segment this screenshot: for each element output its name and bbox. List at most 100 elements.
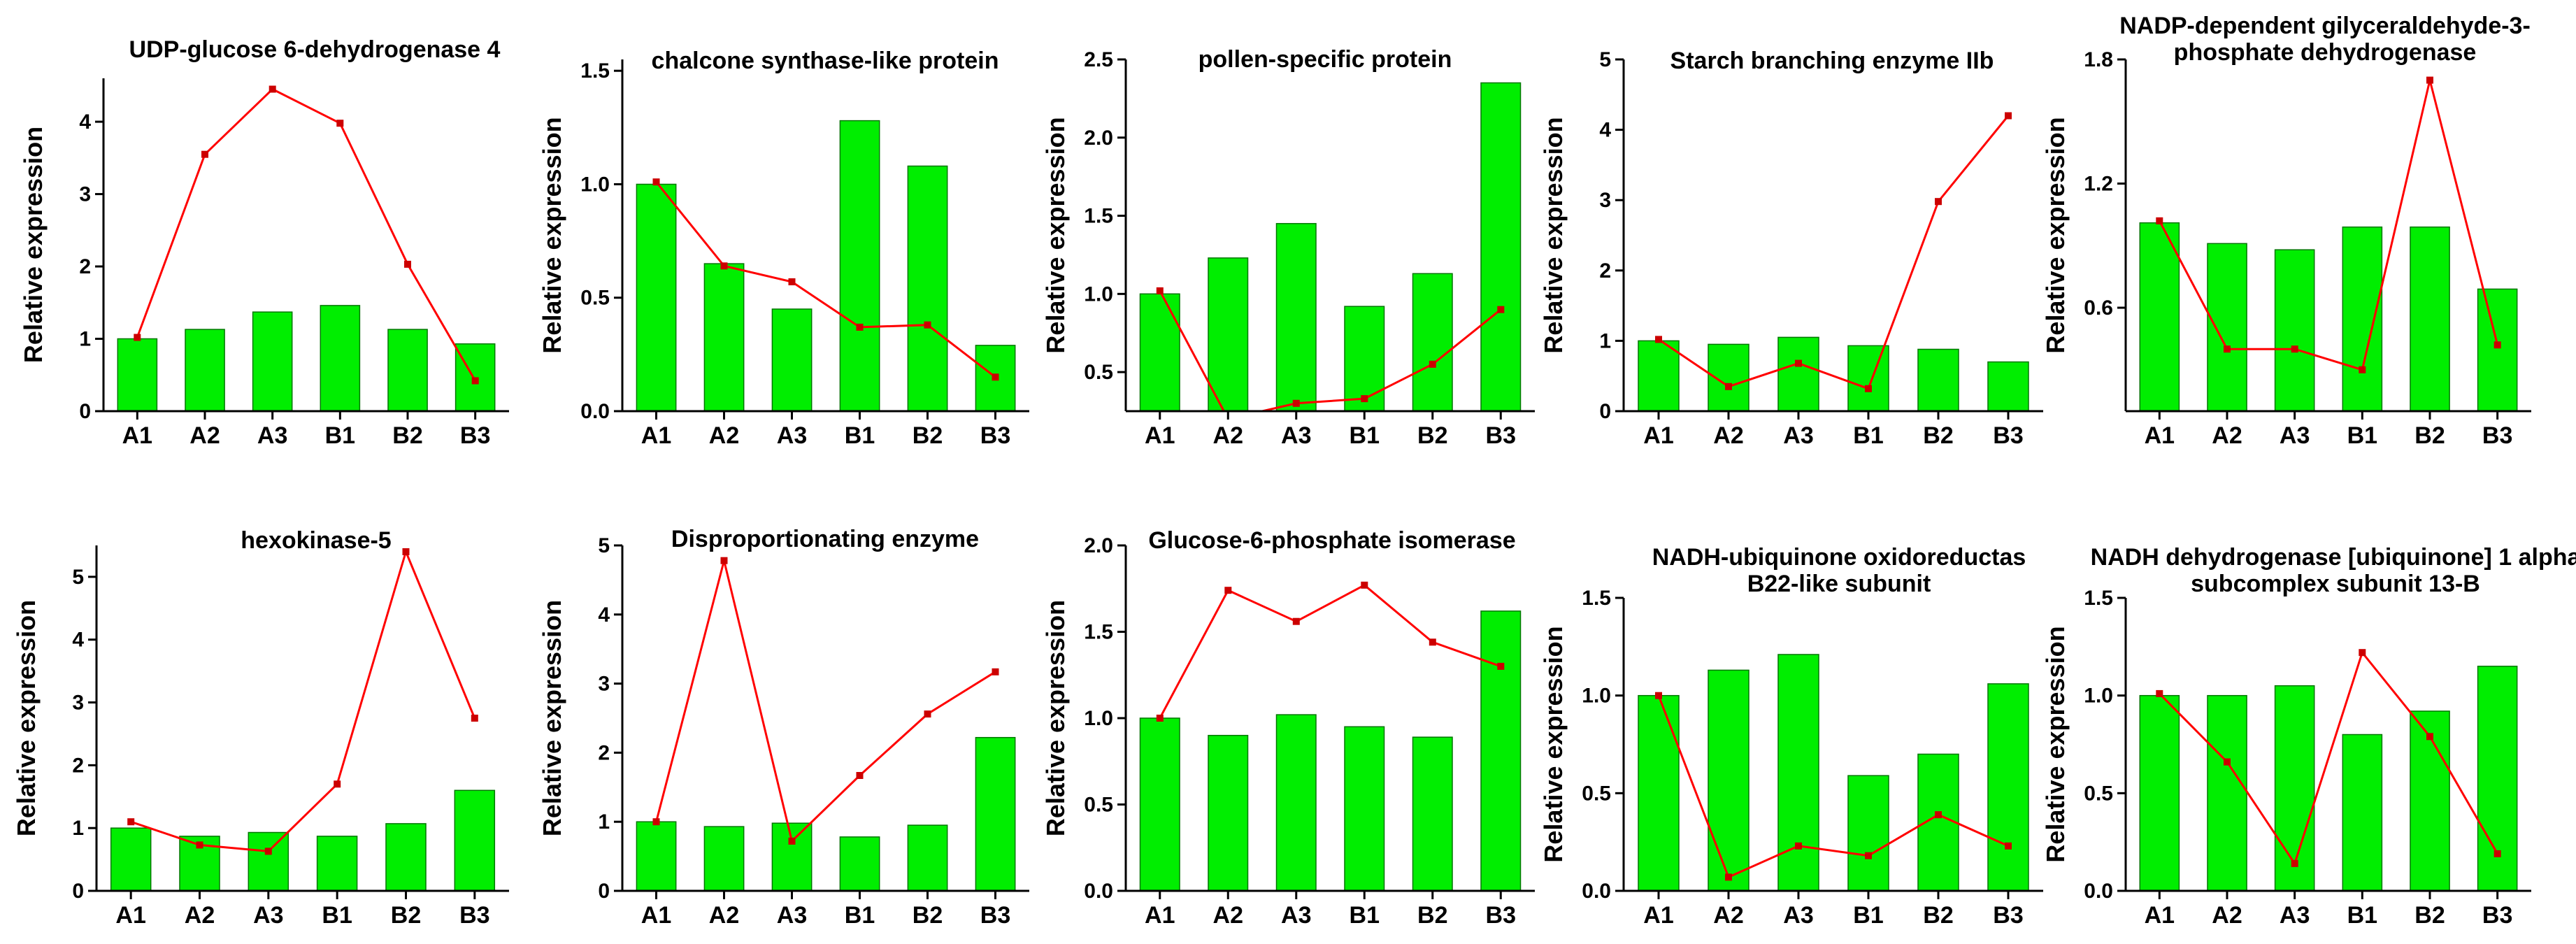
line-point-B3: [2493, 341, 2501, 349]
line-point-A2: [1224, 587, 1232, 594]
x-tick-label: A1: [1643, 902, 1673, 929]
expression-line: [1159, 290, 1502, 411]
bar-B2: [1412, 273, 1453, 412]
x-tick-label: A3: [2280, 902, 2310, 929]
x-tick-label: B1: [1350, 422, 1380, 449]
x-tick-label: B2: [1417, 422, 1447, 449]
bar-A2: [1708, 669, 1749, 892]
bar-A1: [636, 183, 677, 412]
bar-A2: [2207, 243, 2247, 412]
y-tick-label: 5: [72, 566, 84, 589]
bar-A1: [636, 821, 677, 892]
y-tick-label: 1.5: [1084, 621, 1113, 644]
line-point-B2: [2426, 76, 2433, 84]
x-tick-label: B1: [2347, 902, 2377, 929]
y-axis-label: Relative expression: [538, 600, 566, 836]
y-tick-label: 0.0: [2084, 880, 2113, 903]
y-tick-label: 2.5: [1084, 48, 1113, 71]
bar-B3: [454, 789, 496, 892]
y-tick-label: 3: [598, 673, 610, 696]
line-point-A1: [1655, 692, 1662, 699]
x-tick-label: B1: [325, 422, 355, 449]
y-tick-label: 1.0: [2084, 685, 2113, 708]
chart-title: UDP-glucose 6-dehydrogenase 4: [129, 36, 501, 63]
chart-title: pollen-specific protein: [1198, 46, 1452, 73]
chart-title-line: pollen-specific protein: [1198, 46, 1452, 73]
y-tick-label: 1: [1599, 329, 1611, 352]
y-tick-label: 1: [72, 817, 84, 840]
chart-title-line: UDP-glucose 6-dehydrogenase 4: [129, 36, 501, 63]
line-point-B2: [924, 321, 931, 329]
line-point-B2: [1429, 638, 1436, 646]
line-point-A2: [720, 262, 728, 270]
expression-line: [1159, 584, 1501, 719]
x-tick-label: A3: [777, 422, 807, 449]
chart-title-line: NADH-ubiquinone oxidoreductas: [1652, 544, 2026, 571]
x-tick-label: B1: [2347, 422, 2377, 449]
bar-A1: [1638, 694, 1680, 892]
y-tick-label: 2: [1599, 259, 1611, 283]
x-tick-label: B2: [2414, 902, 2445, 929]
line-point-B1: [856, 323, 864, 331]
line-point-B1: [334, 780, 341, 788]
line-point-A1: [652, 818, 660, 826]
chart-title-line: Glucose-6-phosphate isomerase: [1148, 527, 1515, 554]
x-tick-label: B2: [1923, 422, 1953, 449]
x-tick-label: B2: [391, 902, 421, 929]
x-tick-label: B3: [2482, 422, 2512, 449]
bar-A2: [185, 329, 225, 412]
bar-B1: [2342, 226, 2383, 412]
line-point-B3: [1497, 306, 1505, 313]
line-point-B1: [856, 772, 864, 779]
expression-line: [655, 560, 996, 843]
line-point-B2: [1935, 811, 1942, 819]
y-axis-label: Relative expression: [19, 127, 48, 363]
x-tick-label: A2: [189, 422, 220, 449]
bar-A3: [1777, 336, 1819, 412]
line-point-A3: [1292, 399, 1300, 407]
line-point-B1: [1865, 852, 1872, 859]
line-point-B3: [1497, 662, 1505, 670]
chart-title: Disproportionating enzyme: [671, 526, 979, 552]
x-tick-label: A3: [777, 902, 807, 929]
line-point-B3: [471, 377, 479, 385]
line-point-A2: [1725, 382, 1732, 390]
x-tick-label: A2: [1213, 422, 1243, 449]
chart-title: NADH-ubiquinone oxidoreductas B22-like su…: [1652, 544, 2026, 597]
bar-A1: [117, 338, 158, 412]
bar-A1: [110, 827, 152, 892]
bar-A3: [771, 822, 813, 892]
y-axis-label: Relative expression: [1539, 626, 1568, 862]
expression-line: [2159, 650, 2498, 866]
bar-A1: [2139, 694, 2180, 892]
line-series: [127, 548, 478, 855]
x-tick-label: B1: [1853, 902, 1883, 929]
line-series: [652, 557, 999, 845]
line-point-B3: [2005, 842, 2012, 850]
y-axis-label: Relative expression: [1041, 600, 1070, 836]
line-point-B2: [1935, 198, 1942, 206]
line-point-B3: [992, 668, 999, 675]
bar-B1: [1344, 726, 1385, 892]
bar-A3: [1275, 222, 1317, 412]
bar-A3: [771, 308, 813, 412]
chart-title: hexokinase-5: [241, 527, 391, 554]
x-tick-label: A1: [641, 902, 671, 929]
y-tick-label: 1.0: [1084, 283, 1113, 306]
line-point-A2: [720, 557, 728, 564]
y-tick-label: 1: [598, 810, 610, 834]
bar-A2: [1208, 734, 1249, 892]
line-series: [1655, 112, 2012, 392]
chart-panel: Disproportionating enzyme Relative expres…: [538, 526, 1029, 929]
line-point-B2: [1429, 360, 1436, 368]
y-axis-label: Relative expression: [2041, 626, 2070, 862]
line-point-A3: [2291, 859, 2298, 867]
x-tick-label: B2: [1417, 902, 1447, 929]
x-tick-label: B3: [460, 422, 490, 449]
line-point-A1: [652, 178, 660, 186]
y-axis-label: Relative expression: [12, 600, 41, 836]
y-tick-label: 3: [72, 692, 84, 715]
bar-B1: [2342, 734, 2383, 892]
bar-A2: [2207, 694, 2247, 892]
line-series: [134, 85, 479, 385]
